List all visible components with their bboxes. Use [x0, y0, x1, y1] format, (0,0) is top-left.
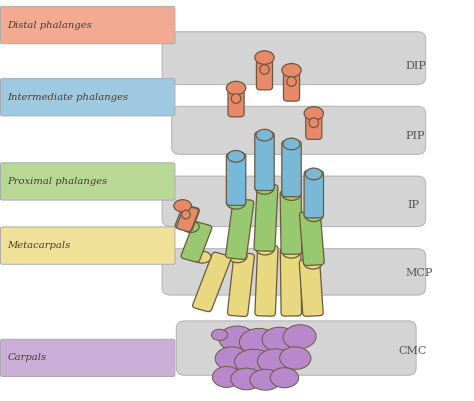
- Ellipse shape: [255, 181, 274, 194]
- Ellipse shape: [287, 77, 296, 86]
- Text: Metacarpals: Metacarpals: [7, 241, 70, 250]
- Ellipse shape: [250, 369, 281, 390]
- FancyBboxPatch shape: [162, 176, 426, 227]
- FancyBboxPatch shape: [255, 245, 278, 316]
- FancyBboxPatch shape: [0, 339, 175, 377]
- FancyBboxPatch shape: [0, 6, 175, 44]
- Ellipse shape: [227, 196, 246, 209]
- FancyBboxPatch shape: [306, 115, 322, 139]
- FancyBboxPatch shape: [228, 253, 255, 316]
- Text: Distal phalanges: Distal phalanges: [7, 20, 92, 30]
- Text: Carpals: Carpals: [7, 353, 46, 363]
- Ellipse shape: [235, 349, 273, 374]
- Ellipse shape: [212, 367, 241, 387]
- Ellipse shape: [304, 107, 323, 120]
- Ellipse shape: [211, 329, 228, 340]
- FancyBboxPatch shape: [181, 222, 212, 262]
- Ellipse shape: [227, 81, 246, 95]
- FancyBboxPatch shape: [162, 249, 426, 295]
- Text: Proximal phalanges: Proximal phalanges: [7, 177, 107, 186]
- FancyBboxPatch shape: [162, 32, 426, 85]
- FancyBboxPatch shape: [226, 199, 254, 259]
- Text: DIP: DIP: [405, 61, 426, 71]
- Ellipse shape: [257, 349, 292, 373]
- Ellipse shape: [282, 245, 301, 258]
- FancyBboxPatch shape: [300, 211, 324, 265]
- FancyBboxPatch shape: [255, 132, 274, 190]
- FancyBboxPatch shape: [172, 106, 426, 154]
- FancyBboxPatch shape: [227, 153, 246, 205]
- Ellipse shape: [231, 94, 241, 103]
- FancyBboxPatch shape: [283, 73, 300, 101]
- FancyBboxPatch shape: [0, 227, 175, 264]
- FancyBboxPatch shape: [177, 206, 198, 231]
- FancyBboxPatch shape: [256, 61, 273, 90]
- FancyBboxPatch shape: [0, 163, 175, 200]
- Ellipse shape: [283, 325, 316, 349]
- Ellipse shape: [304, 256, 322, 269]
- Ellipse shape: [262, 327, 297, 352]
- FancyBboxPatch shape: [228, 90, 244, 117]
- Ellipse shape: [304, 209, 323, 222]
- Ellipse shape: [193, 251, 211, 263]
- FancyBboxPatch shape: [282, 141, 301, 196]
- Text: PIP: PIP: [405, 132, 425, 141]
- FancyBboxPatch shape: [280, 190, 302, 254]
- Ellipse shape: [280, 347, 311, 369]
- Ellipse shape: [270, 368, 299, 388]
- Ellipse shape: [231, 368, 262, 390]
- FancyBboxPatch shape: [280, 249, 301, 316]
- FancyBboxPatch shape: [175, 205, 200, 231]
- Ellipse shape: [256, 242, 274, 255]
- Ellipse shape: [219, 326, 255, 352]
- Ellipse shape: [305, 168, 322, 180]
- FancyBboxPatch shape: [176, 321, 416, 375]
- Ellipse shape: [282, 63, 301, 77]
- FancyBboxPatch shape: [0, 79, 175, 116]
- Text: CMC: CMC: [398, 346, 427, 356]
- Ellipse shape: [215, 347, 249, 371]
- Ellipse shape: [256, 130, 273, 141]
- Ellipse shape: [174, 200, 191, 212]
- Text: IP: IP: [408, 200, 419, 209]
- FancyBboxPatch shape: [254, 184, 278, 251]
- FancyBboxPatch shape: [304, 171, 323, 218]
- Ellipse shape: [282, 187, 301, 200]
- Ellipse shape: [255, 51, 274, 64]
- Ellipse shape: [283, 138, 300, 150]
- FancyBboxPatch shape: [192, 252, 231, 312]
- Text: Intermediate phalanges: Intermediate phalanges: [7, 93, 128, 102]
- Ellipse shape: [182, 221, 199, 233]
- Ellipse shape: [260, 65, 269, 74]
- Ellipse shape: [309, 118, 319, 128]
- Ellipse shape: [239, 328, 277, 355]
- Ellipse shape: [228, 250, 247, 263]
- Text: MCP: MCP: [405, 268, 433, 277]
- Ellipse shape: [182, 210, 190, 219]
- Ellipse shape: [228, 150, 245, 162]
- FancyBboxPatch shape: [299, 259, 323, 316]
